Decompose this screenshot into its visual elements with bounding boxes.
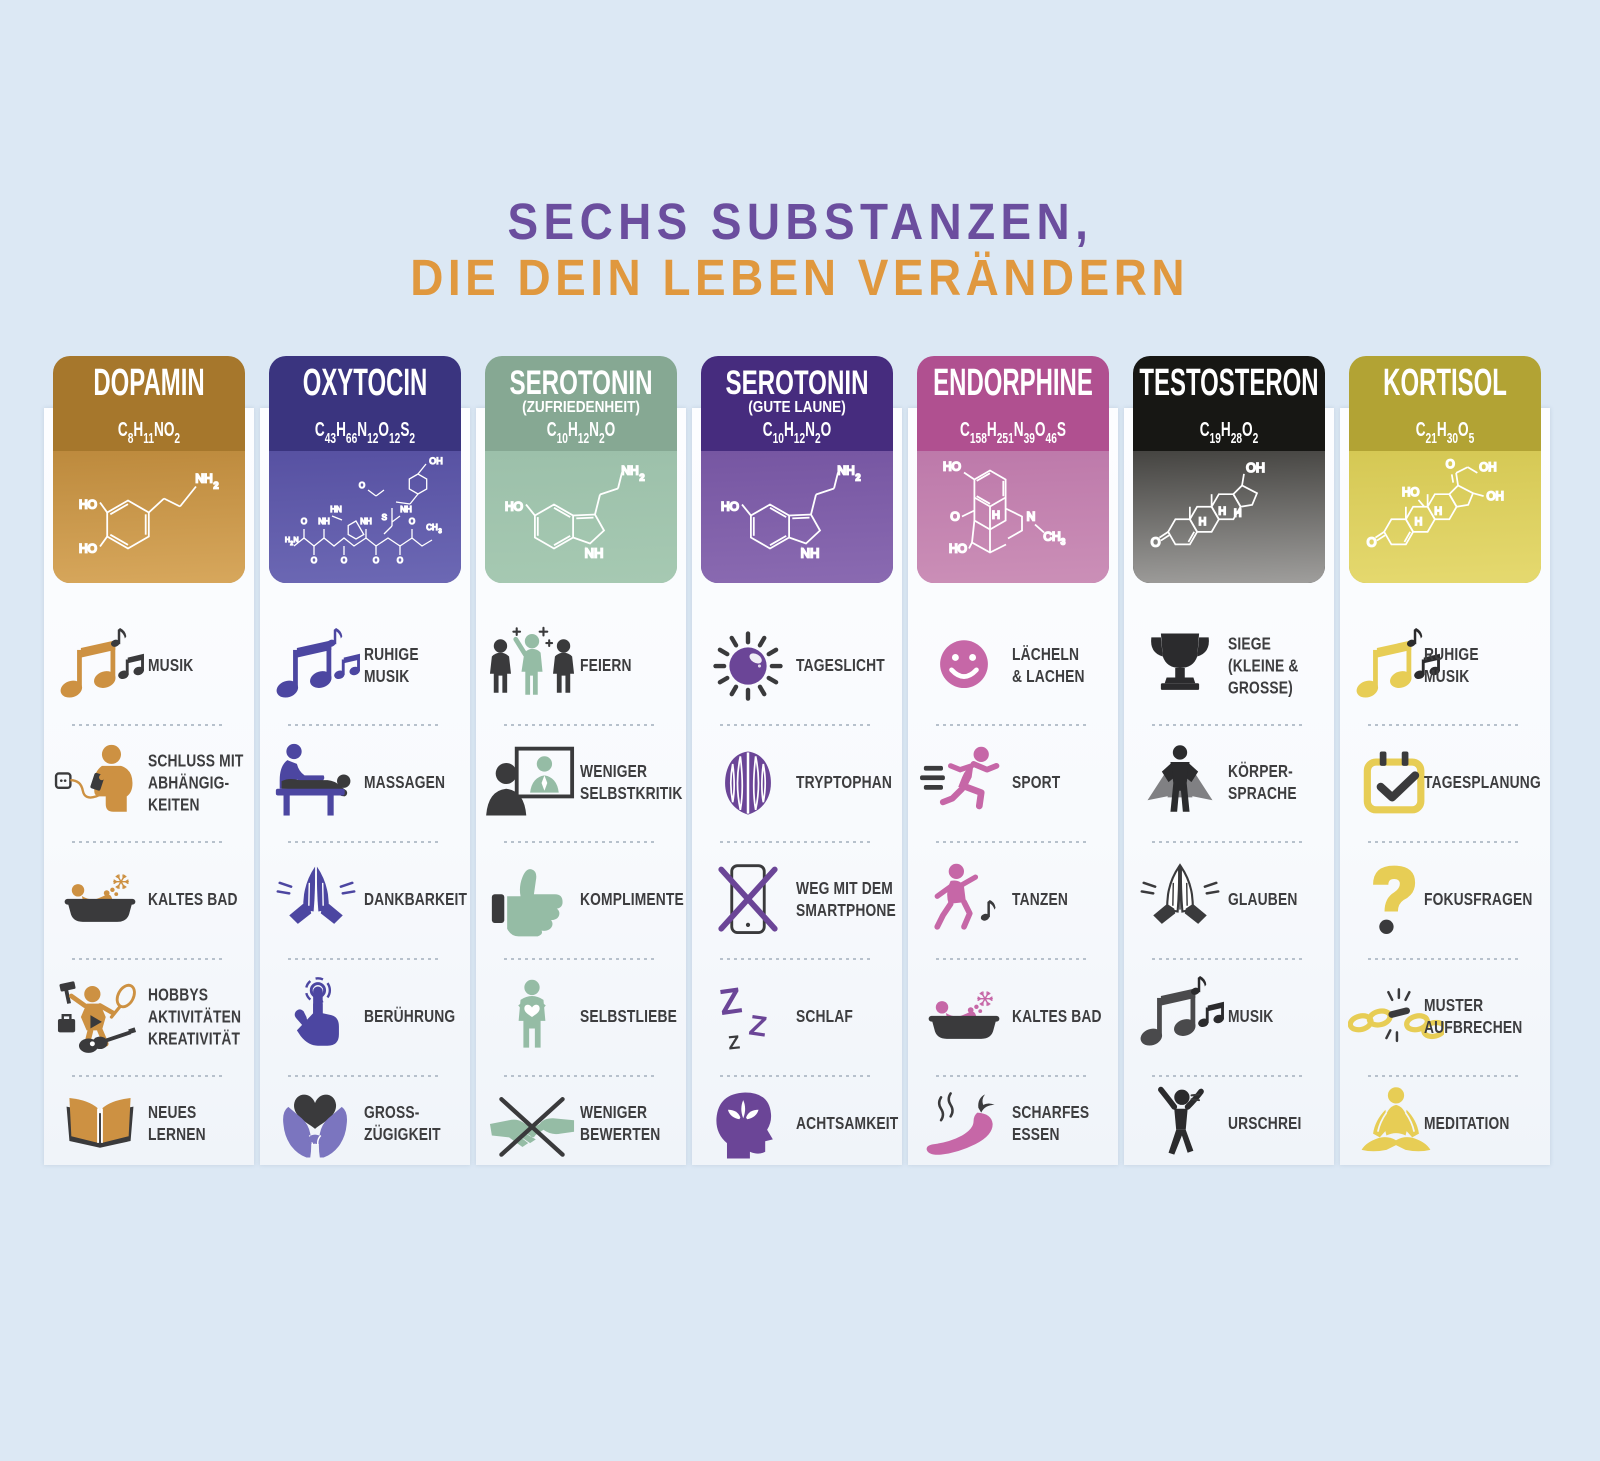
svg-text:O: O [1151, 535, 1161, 549]
svg-text:CH: CH [1043, 530, 1060, 544]
svg-text:Z: Z [747, 1009, 769, 1043]
svg-text:NH: NH [400, 505, 412, 514]
svg-text:H: H [992, 510, 1000, 522]
svg-text:HO: HO [505, 500, 523, 514]
svg-text:H: H [1199, 516, 1207, 528]
svg-text:2: 2 [290, 541, 293, 547]
svg-text:N: N [293, 537, 298, 544]
svg-text:O: O [359, 481, 365, 490]
svg-text:S: S [382, 513, 387, 522]
svg-text:3: 3 [1061, 538, 1066, 547]
svg-text:HN: HN [330, 505, 342, 514]
svg-text:N: N [1027, 510, 1036, 524]
svg-text:O: O [301, 517, 307, 526]
svg-text:OH: OH [1487, 491, 1504, 503]
svg-text:O: O [950, 510, 959, 524]
svg-text:O: O [373, 556, 379, 565]
svg-text:O: O [311, 556, 317, 565]
svg-text:NH: NH [360, 517, 372, 526]
svg-text:O: O [341, 556, 347, 565]
svg-text:HO: HO [79, 542, 97, 556]
svg-text:NH: NH [195, 472, 212, 486]
svg-text:NH: NH [585, 546, 604, 561]
svg-text:H: H [285, 537, 290, 544]
svg-text:2: 2 [213, 481, 218, 491]
svg-text:OH: OH [429, 456, 443, 466]
svg-text:HO: HO [1402, 487, 1419, 499]
svg-text:NH: NH [837, 464, 854, 478]
svg-text:NH: NH [801, 546, 820, 561]
svg-text:2: 2 [855, 473, 860, 483]
svg-text:CH: CH [426, 523, 438, 532]
svg-text:Z: Z [727, 1032, 741, 1054]
svg-text:Z: Z [717, 979, 745, 1023]
svg-text:O: O [1446, 459, 1455, 471]
svg-text:HO: HO [943, 460, 961, 474]
svg-text:H: H [1434, 505, 1442, 517]
svg-text:O: O [397, 556, 403, 565]
svg-text:H: H [1234, 507, 1242, 519]
svg-text:2: 2 [639, 473, 644, 483]
svg-text:HO: HO [79, 498, 97, 512]
svg-text:3: 3 [438, 529, 442, 535]
svg-text:OH: OH [1246, 461, 1265, 475]
svg-text:O: O [1367, 535, 1377, 549]
svg-text:H: H [1218, 505, 1226, 517]
svg-text:HO: HO [949, 542, 967, 556]
svg-text:NH: NH [318, 517, 330, 526]
svg-text:O: O [409, 517, 415, 526]
svg-text:HO: HO [721, 500, 739, 514]
svg-text:H: H [1415, 516, 1423, 528]
svg-text:OH: OH [1479, 462, 1496, 474]
svg-text:NH: NH [621, 464, 638, 478]
